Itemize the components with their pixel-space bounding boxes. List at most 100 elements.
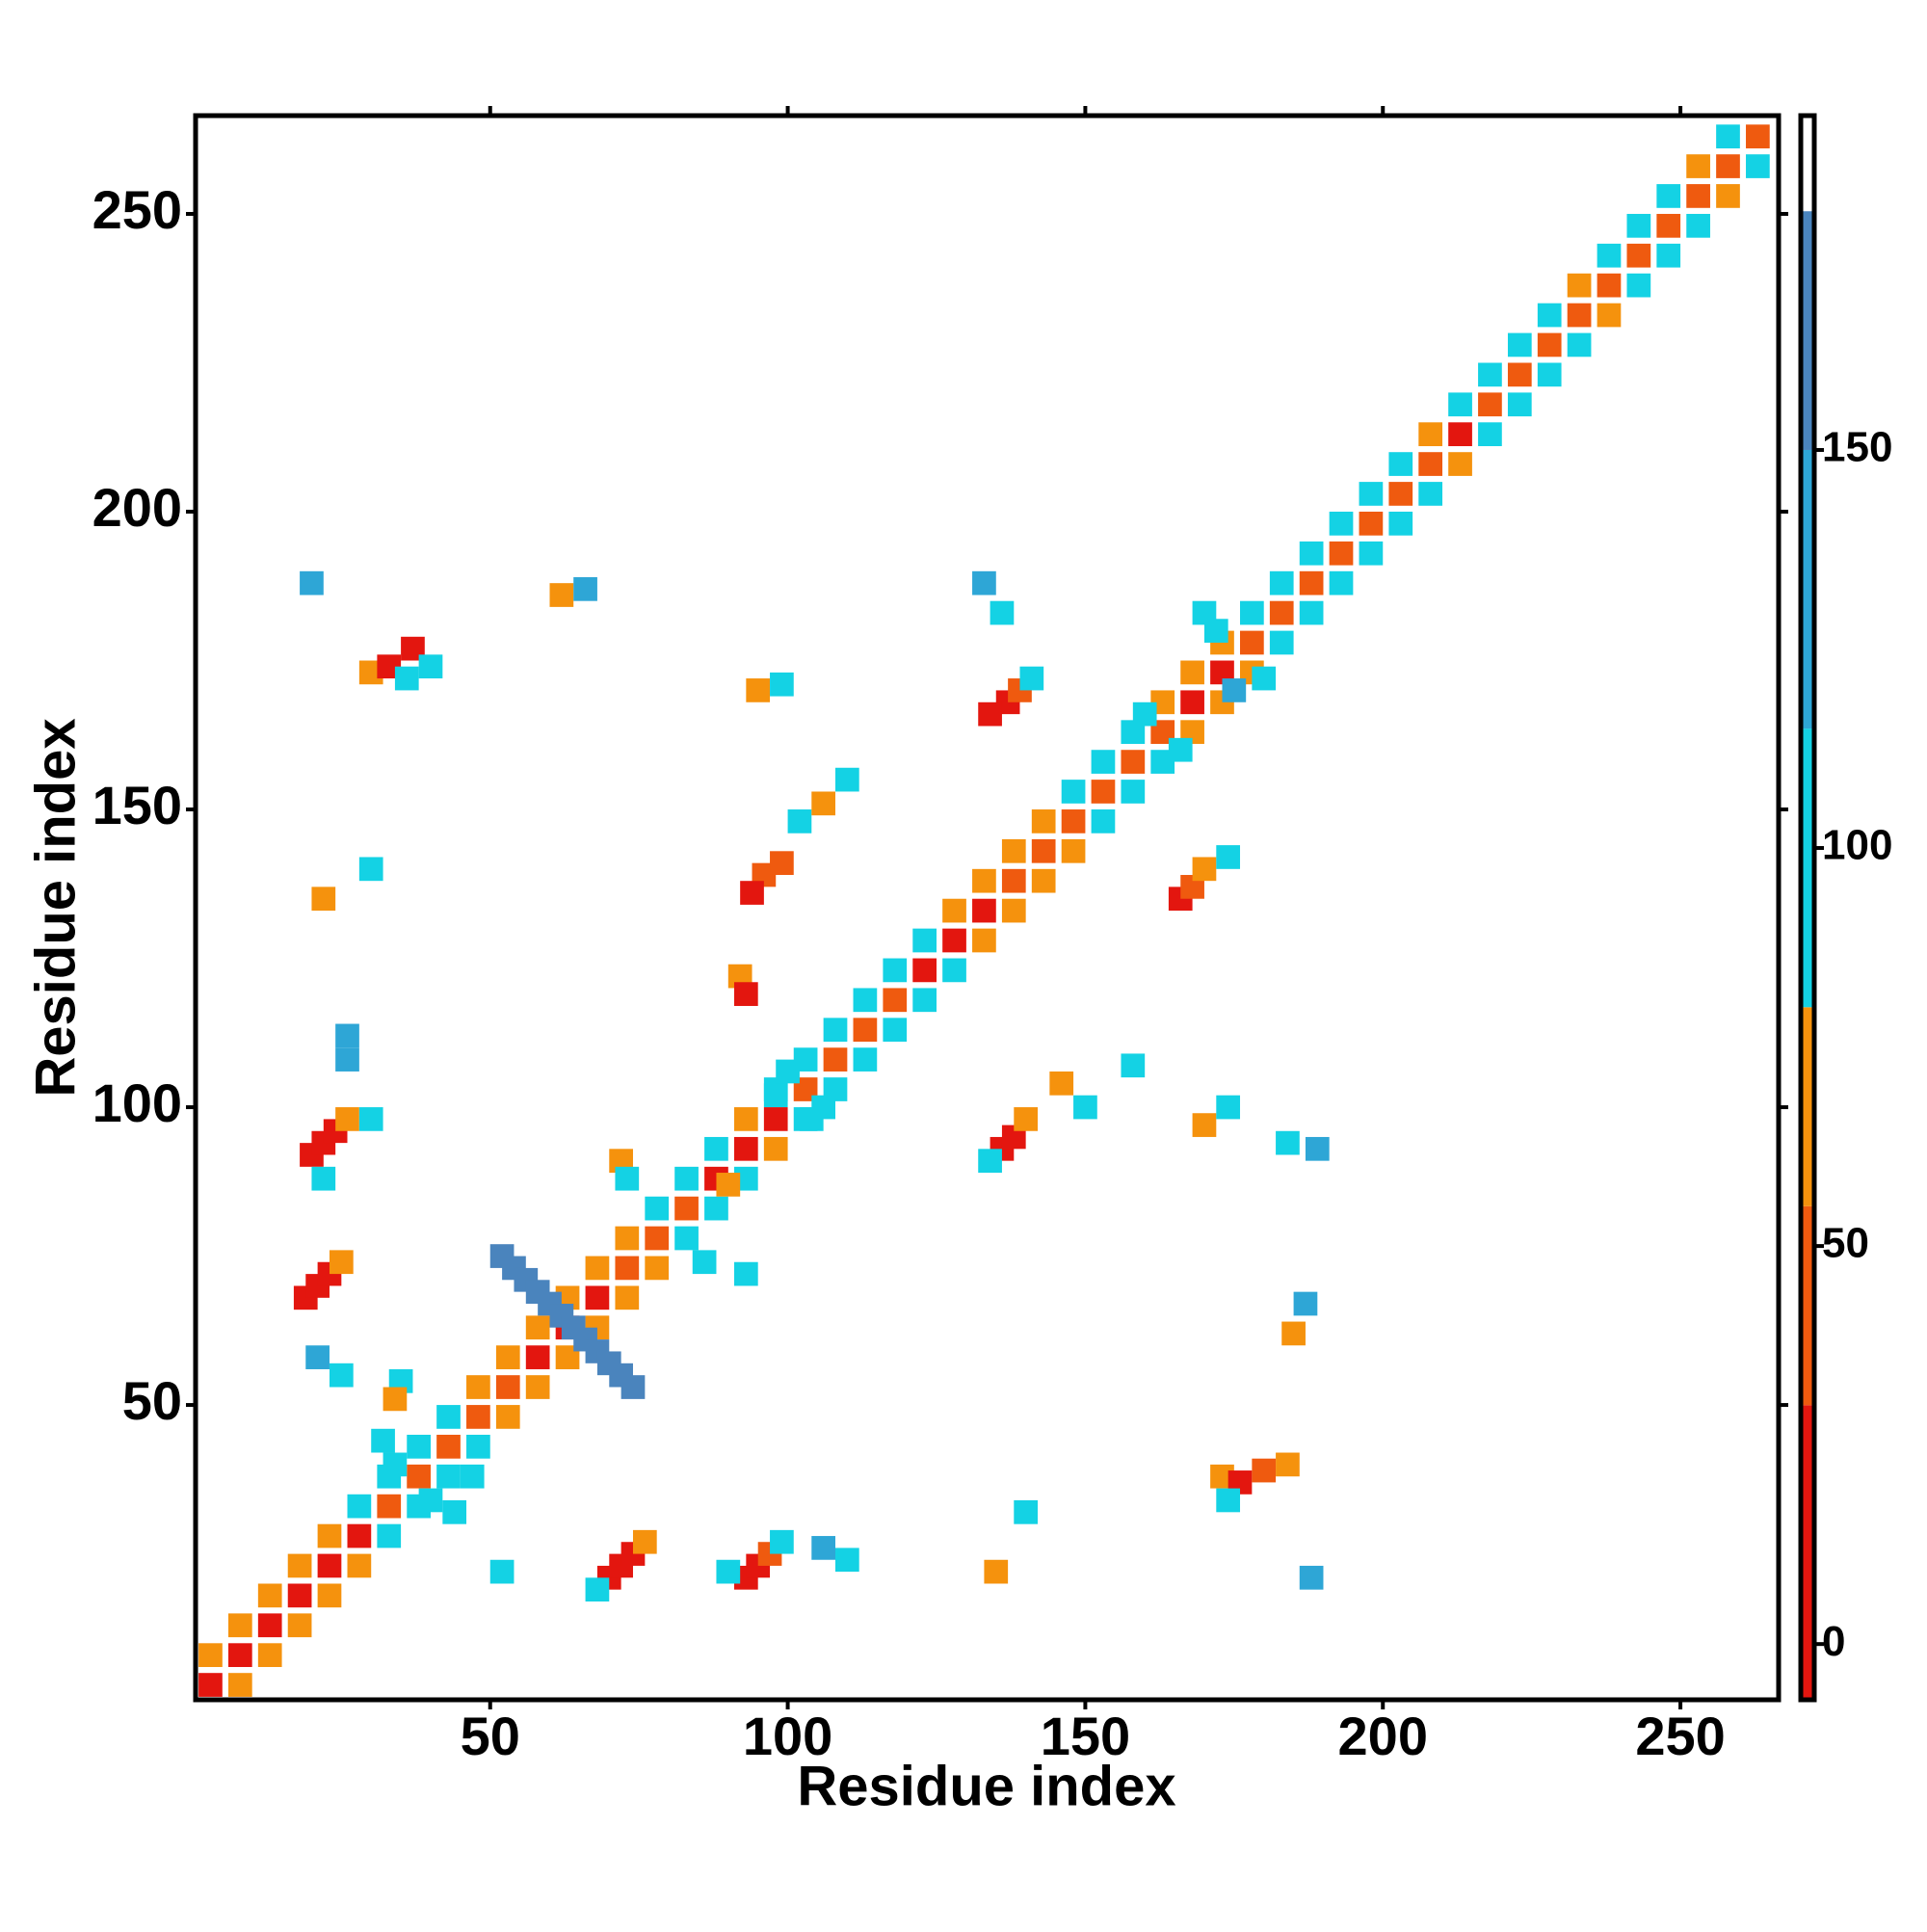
- heatmap-cell: [1061, 838, 1086, 863]
- heatmap-cell: [383, 1387, 408, 1412]
- heatmap-cell: [1418, 422, 1443, 447]
- heatmap-cell: [1240, 630, 1264, 655]
- colorbar: [1801, 116, 1814, 1700]
- heatmap-cell: [811, 791, 835, 816]
- heatmap-cell: [1388, 482, 1413, 506]
- heatmap-cell: [1329, 541, 1354, 566]
- heatmap-cell: [704, 1196, 728, 1221]
- heatmap-cell: [1716, 124, 1740, 148]
- heatmap-cell: [942, 928, 966, 953]
- heatmap-cell: [770, 1529, 794, 1554]
- heatmap-cell: [1001, 838, 1026, 863]
- heatmap-cell: [1597, 243, 1622, 268]
- colorbar-segment: [1801, 116, 1814, 212]
- heatmap-cell: [912, 958, 937, 983]
- heatmap-cell: [883, 988, 908, 1013]
- y-tick-label: 250: [92, 179, 182, 240]
- heatmap-cell: [1281, 1321, 1306, 1346]
- heatmap-cell: [1507, 392, 1532, 417]
- heatmap-cell: [972, 928, 996, 953]
- heatmap-cell: [418, 654, 443, 679]
- heatmap-cell: [257, 1613, 282, 1638]
- heatmap-cell: [1537, 303, 1562, 328]
- heatmap-cell: [1180, 690, 1204, 715]
- heatmap-cell: [495, 1375, 520, 1399]
- heatmap-cell: [1293, 1291, 1318, 1316]
- heatmap-cell: [834, 767, 859, 792]
- heatmap-cell: [733, 1261, 758, 1286]
- heatmap-cells: [198, 124, 1770, 1697]
- heatmap-cell: [1132, 701, 1157, 727]
- heatmap-cell: [1121, 1053, 1146, 1078]
- heatmap-cell: [1049, 1071, 1074, 1096]
- heatmap-cell: [704, 1136, 728, 1161]
- heatmap-cell: [615, 1166, 640, 1191]
- heatmap-cell: [1626, 273, 1651, 298]
- heatmap-cell: [347, 1523, 372, 1548]
- heatmap-cell: [632, 1529, 657, 1554]
- heatmap-cell: [198, 1673, 223, 1697]
- heatmap-cell: [1656, 184, 1681, 208]
- heatmap-cell: [287, 1553, 312, 1578]
- heatmap-cell: [335, 1107, 359, 1131]
- heatmap-cell: [1507, 332, 1532, 357]
- heatmap-cell: [1269, 570, 1294, 595]
- heatmap-cell: [1192, 600, 1217, 625]
- heatmap-cell: [692, 1250, 717, 1275]
- heatmap-cell: [1305, 1136, 1330, 1161]
- heatmap-cell: [615, 1226, 640, 1251]
- heatmap-cell: [674, 1226, 699, 1251]
- heatmap-cell: [1031, 868, 1056, 893]
- heatmap-cell: [585, 1256, 610, 1281]
- heatmap-cell: [1121, 750, 1146, 774]
- heatmap-cell: [1359, 512, 1384, 536]
- heatmap-cell: [1299, 541, 1324, 566]
- heatmap-cell: [1537, 332, 1562, 357]
- heatmap-cell: [853, 1018, 878, 1043]
- heatmap-cell: [1746, 124, 1770, 148]
- heatmap-cell: [978, 701, 1002, 727]
- heatmap-cell: [1656, 213, 1681, 238]
- colorbar-tick-label: 0: [1822, 1618, 1845, 1665]
- heatmap-cell: [912, 928, 937, 953]
- heatmap-cell: [300, 570, 324, 595]
- heatmap-cell: [311, 1166, 336, 1191]
- heatmap-cell: [1448, 452, 1472, 476]
- heatmap-cell: [1597, 273, 1622, 298]
- heatmap-cell: [407, 1434, 431, 1459]
- heatmap-cell: [776, 1059, 800, 1084]
- colorbar-segment: [1801, 1405, 1814, 1700]
- colorbar-segment: [1801, 449, 1814, 729]
- x-tick-label: 150: [1041, 1706, 1130, 1766]
- heatmap-cell: [853, 988, 878, 1013]
- heatmap-cell: [317, 1583, 342, 1608]
- heatmap-cell: [1418, 482, 1443, 506]
- heatmap-cell: [1448, 392, 1472, 417]
- heatmap-cell: [287, 1583, 312, 1608]
- heatmap-cell: [1001, 898, 1026, 923]
- heatmap-cell: [227, 1613, 252, 1638]
- heatmap-cell: [645, 1196, 670, 1221]
- heatmap-cell: [1019, 666, 1044, 691]
- heatmap-cell: [436, 1464, 461, 1489]
- colorbar-segment: [1801, 1007, 1814, 1206]
- heatmap-cell: [645, 1256, 670, 1281]
- heatmap-cell: [1216, 1095, 1241, 1120]
- heatmap-cell: [383, 1452, 408, 1477]
- heatmap-cell: [1269, 600, 1294, 625]
- heatmap-cell: [317, 1523, 342, 1548]
- heatmap-cell: [1252, 1458, 1277, 1483]
- heatmap-cell: [1299, 570, 1324, 595]
- heatmap-cell: [466, 1375, 490, 1399]
- heatmap-cell: [733, 1136, 758, 1161]
- heatmap-cell: [978, 1149, 1002, 1174]
- heatmap-cell: [377, 1523, 402, 1548]
- heatmap-cell: [257, 1643, 282, 1667]
- heatmap-cell: [972, 898, 996, 923]
- heatmap-cell: [418, 1488, 443, 1513]
- heatmap-cell: [1418, 452, 1443, 476]
- heatmap-cell: [972, 868, 996, 893]
- x-axis-title: Residue index: [797, 1755, 1175, 1817]
- heatmap-cell: [1276, 1452, 1300, 1477]
